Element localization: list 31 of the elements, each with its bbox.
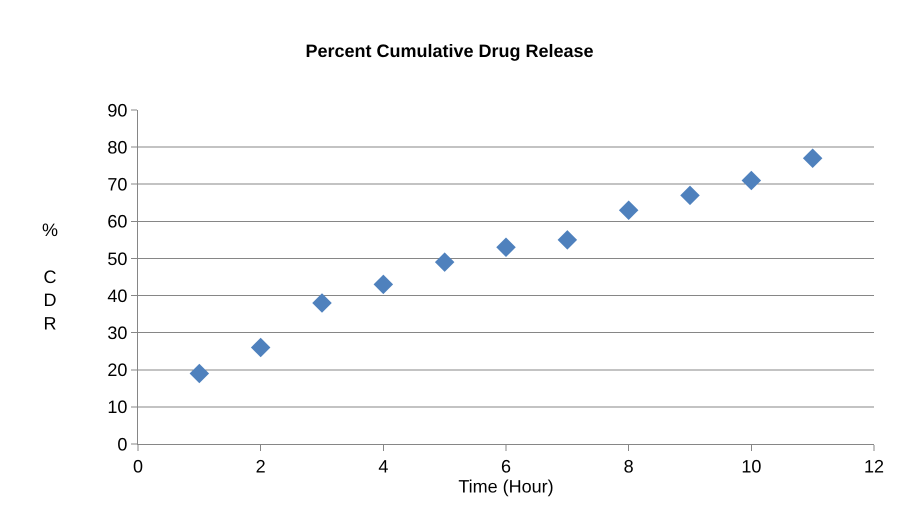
text: % CDR: [42, 220, 58, 334]
point: [312, 293, 332, 313]
y-tick-label: 40: [107, 286, 128, 306]
y-tick-label: 10: [107, 397, 128, 418]
point: [802, 148, 822, 168]
y-tick-label: 70: [107, 174, 128, 195]
x-tick-label: 8: [624, 456, 634, 477]
y-tick-label: 60: [107, 212, 128, 232]
y-tick-label: 0: [117, 434, 128, 454]
point: [618, 200, 638, 220]
y-tick-label: 90: [107, 100, 128, 120]
y-tick-label: 50: [107, 248, 128, 269]
point: [496, 238, 516, 258]
point: [680, 186, 700, 206]
y-tick-label: 80: [107, 137, 128, 158]
point: [250, 338, 270, 358]
x-tick-label: 0: [132, 456, 144, 477]
x-tick-label: 2: [256, 456, 266, 477]
point: [190, 364, 210, 384]
point: [742, 170, 762, 190]
y-tick-label: 20: [107, 360, 128, 380]
x-axis-title: Time (Hour): [458, 476, 554, 497]
x-tick-label: 12: [864, 456, 884, 477]
point: [434, 252, 454, 272]
chart-title: Percent Cumulative Drug Release: [305, 40, 594, 61]
point: [374, 274, 394, 294]
point: [558, 230, 578, 250]
y-tick-label: 30: [107, 322, 128, 343]
x-tick-label: 4: [378, 456, 388, 477]
x-tick-label: 6: [500, 456, 512, 477]
x-tick-label: 10: [741, 456, 762, 477]
